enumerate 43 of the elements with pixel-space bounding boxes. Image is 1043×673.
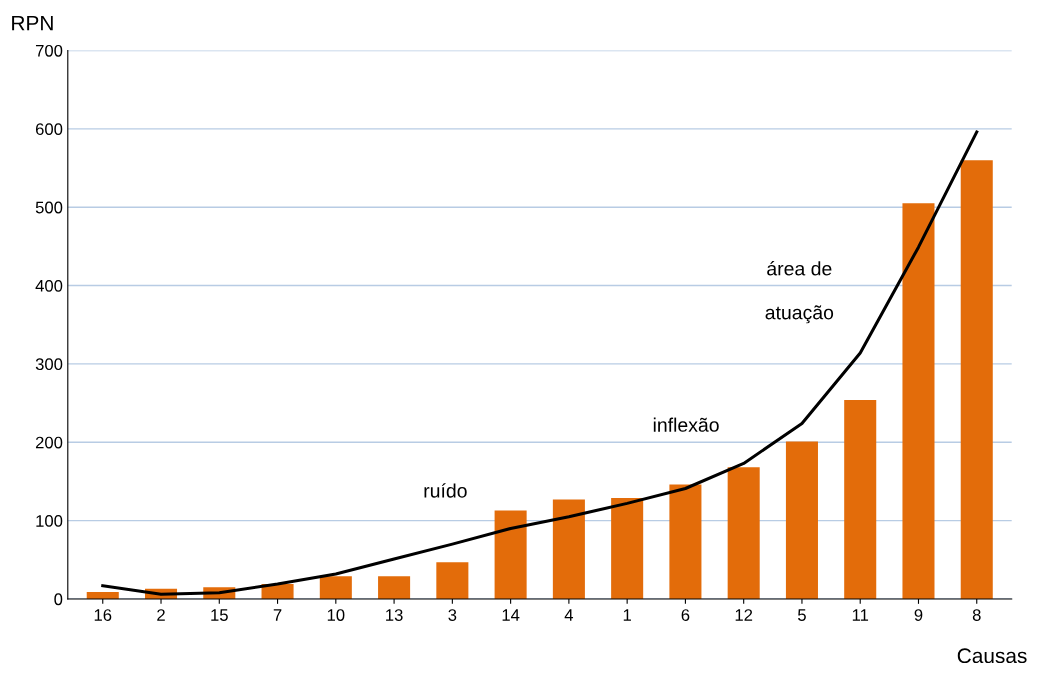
x-axis-title: Causas — [957, 648, 1027, 664]
bar — [844, 399, 877, 599]
x-tick-label: 7 — [273, 609, 282, 621]
bar — [436, 562, 469, 599]
y-tick-label: 200 — [35, 436, 63, 449]
x-tick-label: 16 — [94, 609, 112, 621]
bar — [902, 203, 935, 599]
x-tick-label: 15 — [211, 609, 228, 621]
annotation: área de — [767, 261, 832, 276]
y-axis-title: RPN — [12, 15, 53, 31]
x-tick-label: 14 — [502, 609, 520, 621]
annotation: inflexão — [653, 417, 719, 432]
x-tick-label: 6 — [681, 609, 690, 621]
y-tick-label: 500 — [35, 201, 63, 214]
bar — [319, 576, 352, 599]
bar — [611, 497, 644, 599]
y-tick-label: 100 — [36, 515, 63, 527]
bar — [727, 467, 760, 599]
bar — [785, 441, 818, 599]
x-tick-label: 4 — [564, 609, 574, 621]
y-tick-label: 0 — [54, 593, 63, 606]
bar — [494, 510, 527, 599]
line-series — [101, 130, 979, 596]
x-tick-label: 11 — [852, 609, 869, 621]
x-tick-label: 2 — [157, 609, 165, 621]
bar — [552, 499, 585, 599]
x-tick-label: 8 — [972, 609, 981, 621]
x-tick-label: 5 — [797, 609, 806, 621]
annotation: ruído — [424, 483, 467, 498]
y-tick-label: 600 — [35, 123, 63, 136]
annotation: atuação — [765, 305, 834, 324]
x-tick-label: 12 — [735, 609, 753, 621]
x-tick-label: 10 — [327, 609, 345, 621]
bar — [960, 160, 993, 599]
y-tick-label: 700 — [35, 44, 63, 57]
x-tick-label: 9 — [914, 609, 923, 621]
bar — [669, 484, 702, 599]
x-tick-label: 13 — [386, 609, 403, 621]
y-tick-label: 400 — [35, 279, 63, 292]
x-tick-label: 3 — [448, 609, 457, 621]
y-tick-label: 300 — [35, 358, 63, 371]
bar — [378, 576, 411, 599]
x-tick-label: 1 — [623, 609, 631, 621]
